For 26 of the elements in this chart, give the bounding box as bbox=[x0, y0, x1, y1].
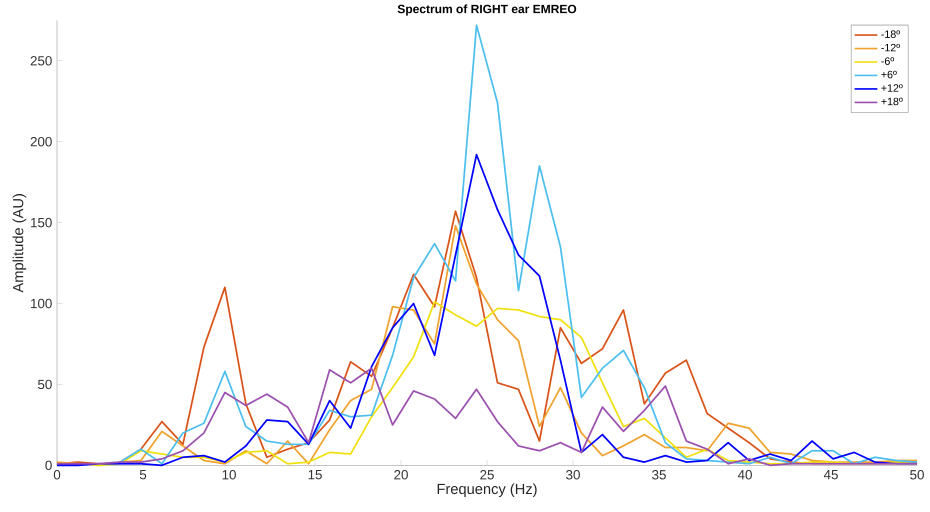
y-axis-title: Amplitude (AU) bbox=[12, 194, 26, 292]
x-tick-label: 5 bbox=[140, 470, 146, 480]
y-tick-label: 250 bbox=[30, 56, 52, 66]
legend-label: +6º bbox=[881, 70, 897, 78]
x-tick-label: 40 bbox=[738, 470, 752, 480]
legend-label: +18º bbox=[881, 97, 903, 106]
y-tick-label: 50 bbox=[38, 380, 52, 389]
x-tick-label: 15 bbox=[308, 470, 322, 480]
y-tick-label: 200 bbox=[30, 136, 52, 146]
y-tick-label: 100 bbox=[31, 298, 52, 308]
legend-label: -12º bbox=[881, 44, 900, 52]
x-tick-label: 45 bbox=[824, 470, 838, 480]
chart-title: Spectrum of RIGHT ear EMREO bbox=[398, 4, 576, 16]
x-tick-label: 25 bbox=[480, 470, 494, 480]
legend-label: +12º bbox=[881, 84, 903, 92]
x-tick-label: 0 bbox=[54, 470, 60, 480]
y-tick-label: 0 bbox=[45, 460, 52, 470]
legend-label: -6º bbox=[881, 57, 894, 65]
x-axis-title: Frequency (Hz) bbox=[438, 483, 537, 497]
legend-label: -18º bbox=[881, 30, 900, 38]
x-tick-label: 35 bbox=[652, 470, 666, 480]
x-tick-label: 10 bbox=[222, 470, 236, 480]
x-tick-label: 30 bbox=[566, 470, 580, 480]
x-tick-label: 50 bbox=[910, 470, 924, 480]
y-tick-label: 150 bbox=[31, 218, 52, 228]
x-tick-label: 20 bbox=[394, 470, 408, 480]
